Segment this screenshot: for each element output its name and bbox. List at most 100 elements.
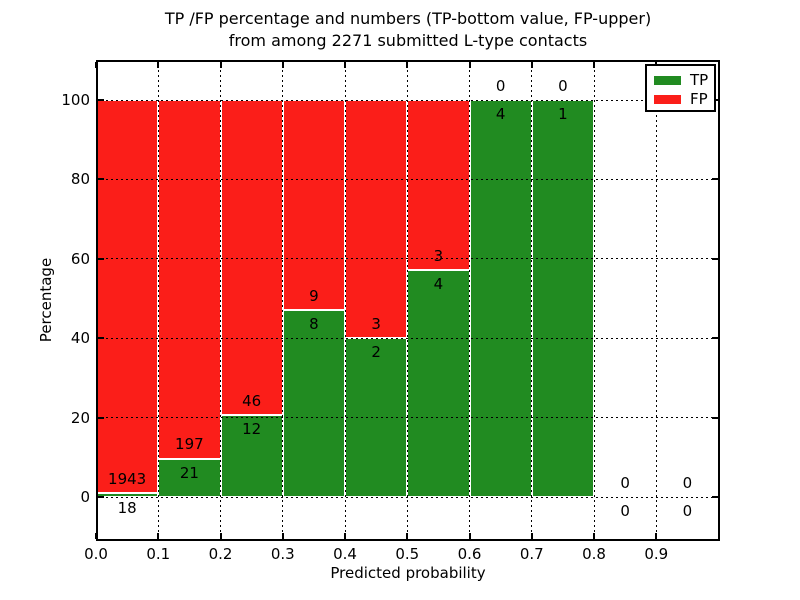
bar-segment-fp-4 [345, 100, 408, 339]
annotation-fp-1: 197 [175, 435, 204, 454]
annotation-tp-4: 2 [371, 343, 381, 362]
bar-segment-fp-1 [158, 100, 221, 459]
y-tick-label-40: 40 [70, 329, 90, 348]
x-tick-label-0.5: 0.5 [395, 545, 420, 563]
y-tick-right-80 [712, 178, 718, 181]
x-tick-bottom-0.5 [406, 533, 409, 539]
y-tick-left-60 [98, 257, 104, 260]
gridline-v-0.8 [593, 60, 595, 541]
bar-segment-tp-6 [469, 100, 532, 497]
y-tick-left-80 [98, 178, 104, 181]
y-tick-label-20: 20 [70, 408, 90, 427]
annotation-fp-0: 1943 [108, 470, 147, 489]
x-tick-top-0.4 [344, 62, 346, 68]
annotation-tp-1: 21 [179, 464, 199, 483]
y-tick-label-80: 80 [70, 170, 90, 189]
legend-item-tp: TP [654, 71, 714, 90]
bar-segment-fp-0 [96, 100, 159, 494]
x-tick-label-0.2: 0.2 [208, 545, 233, 563]
x-tick-label-0.0: 0.0 [84, 545, 108, 563]
x-tick-bottom-0.1 [157, 533, 160, 539]
gridline-v-0.7 [531, 60, 533, 541]
chart-title-line2: from among 2271 submitted L-type contact… [228, 31, 588, 50]
x-tick-label-0.8: 0.8 [582, 545, 606, 563]
bar-segment-fp-5 [407, 100, 470, 271]
x-tick-bottom-0 [95, 533, 97, 539]
bar-segment-tp-3 [282, 310, 345, 497]
annotation-fp-3: 9 [309, 286, 319, 305]
y-tick-label-0: 0 [80, 488, 90, 506]
y-tick-left-40 [98, 337, 104, 340]
x-axis-label: Predicted probability [330, 564, 486, 582]
bar-segment-fp-3 [282, 100, 345, 311]
annotation-tp-5: 4 [433, 275, 444, 294]
gridline-v-0.5 [406, 60, 408, 541]
bar-segment-tp-7 [531, 100, 594, 497]
fp-color-swatch [654, 95, 681, 104]
x-tick-top-0.3 [281, 62, 284, 68]
y-tick-right-0 [712, 496, 718, 498]
annotation-tp-9: 0 [682, 502, 693, 521]
x-tick-bottom-0.3 [281, 533, 284, 539]
legend: TP FP [645, 64, 716, 112]
y-tick-label-100: 100 [61, 91, 90, 109]
x-tick-label-0.4: 0.4 [333, 545, 357, 563]
annotation-fp-6: 0 [495, 76, 506, 95]
annotation-fp-5: 3 [433, 246, 444, 265]
x-tick-top-0.1 [157, 62, 160, 68]
gridline-h-60 [96, 258, 720, 260]
annotation-tp-3: 8 [309, 315, 319, 334]
tp-color-swatch [654, 76, 681, 85]
x-tick-label-0.7: 0.7 [519, 545, 544, 563]
y-tick-left-20 [98, 416, 104, 419]
gridline-v-0.2 [220, 60, 221, 541]
x-tick-bottom-0.6 [468, 533, 471, 539]
annotation-fp-9: 0 [682, 473, 693, 492]
annotation-tp-6: 4 [495, 105, 506, 124]
annotation-fp-7: 0 [558, 76, 568, 95]
gridline-v-0.9 [655, 60, 657, 541]
y-tick-left-0 [98, 496, 104, 498]
x-tick-label-0.6: 0.6 [457, 545, 482, 563]
y-tick-right-40 [712, 337, 718, 340]
annotation-fp-2: 46 [242, 391, 262, 410]
annotation-tp-2: 12 [242, 420, 262, 439]
x-tick-label-0.9: 0.9 [644, 545, 669, 563]
x-tick-bottom-0.2 [219, 533, 222, 539]
gridline-h-20 [96, 417, 720, 419]
x-tick-label-0.3: 0.3 [270, 545, 295, 563]
x-tick-top-0.5 [406, 62, 409, 68]
plot-area [95, 60, 720, 541]
x-tick-top-0.6 [468, 62, 471, 68]
y-tick-right-20 [712, 416, 718, 419]
bar-segment-tp-5 [407, 270, 470, 497]
gridline-h-80 [96, 178, 720, 180]
x-tick-bottom-0.7 [530, 533, 533, 539]
gridline-v-0.4 [344, 60, 346, 541]
y-tick-label-60: 60 [70, 249, 90, 268]
annotation-fp-4: 3 [371, 314, 381, 333]
y-tick-right-60 [712, 257, 718, 260]
legend-label-fp: FP [690, 90, 708, 108]
legend-label-tp: TP [690, 71, 709, 89]
y-tick-left-100 [98, 99, 104, 101]
gridline-v-0.6 [469, 60, 470, 541]
bar-segment-tp-1 [158, 458, 221, 497]
x-tick-bottom-0.9 [655, 533, 658, 539]
annotation-tp-8: 0 [620, 502, 630, 521]
annotation-fp-8: 0 [620, 473, 630, 492]
gridline-v-0.1 [157, 60, 159, 541]
x-tick-top-0.7 [530, 62, 533, 68]
gridline-v-0.3 [282, 60, 284, 541]
annotation-tp-0: 18 [117, 498, 137, 517]
gridline-h-0 [96, 496, 720, 498]
legend-item-fp: FP [654, 90, 714, 109]
x-tick-top-0.8 [593, 62, 595, 68]
x-tick-bottom-0.8 [593, 533, 595, 539]
x-tick-bottom-0.4 [344, 533, 346, 539]
gridline-h-100 [96, 99, 720, 101]
x-tick-top-0.2 [219, 62, 222, 68]
annotation-tp-7: 1 [558, 105, 568, 124]
bar-segment-tp-2 [220, 414, 283, 497]
